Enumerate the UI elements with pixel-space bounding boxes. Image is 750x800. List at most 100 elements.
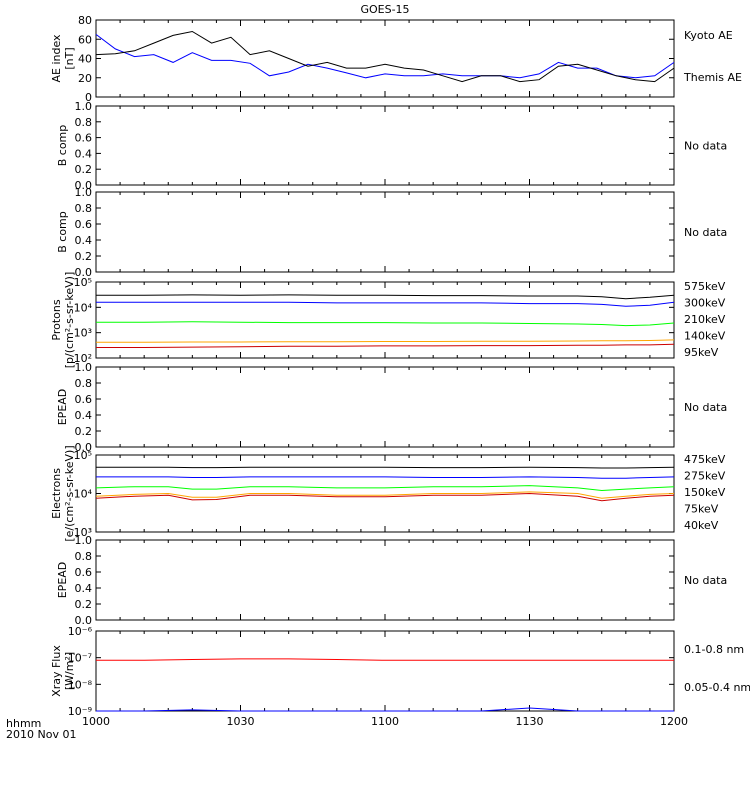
ytick-label: 0.2: [75, 163, 93, 176]
ytick-label: 10⁵: [74, 449, 92, 462]
ytick-label: 0.2: [75, 250, 93, 263]
legend-entry: 40keV: [684, 519, 719, 532]
series-line: [96, 707, 674, 712]
legend-entry: 150keV: [684, 486, 726, 499]
panel-4: 0.0 0.2 0.4 0.6 0.8 1.0 EPEAD No data: [56, 361, 727, 454]
legend-entry: Themis AE: [683, 71, 742, 84]
y-axis-label: EPEAD: [56, 389, 69, 426]
panel-frame: [95, 630, 675, 712]
ytick-label: 0: [85, 91, 92, 104]
ytick-label: 0.6: [75, 218, 93, 231]
legend-entry: 300keV: [684, 297, 726, 310]
ytick-label: 0.4: [75, 147, 93, 160]
no-data-note: No data: [684, 140, 727, 153]
y-axis-unit: [W/m²]: [63, 652, 76, 690]
xtick-label: 1030: [227, 715, 255, 728]
ytick-label: 0.8: [75, 202, 93, 215]
panel-3: 10² 10³ 10⁴ 10⁵ Protons [p/(cm²-s-sr-keV)] 575…: [50, 272, 726, 369]
y-axis-label: B comp: [56, 125, 69, 167]
ytick-label: 10⁻⁸: [68, 678, 93, 691]
ytick-label: 10²: [74, 352, 92, 365]
ytick-label: 0.0: [75, 179, 93, 192]
panel-2: 0.0 0.2 0.4 0.6 0.8 1.0 B comp No data: [56, 186, 727, 279]
panel-frame: [95, 454, 675, 533]
legend-entry: 475keV: [684, 453, 726, 466]
legend-entry: 140keV: [684, 330, 726, 343]
ytick-label: 0.0: [75, 441, 93, 454]
series-line: [96, 476, 675, 479]
series-line: [96, 339, 675, 343]
ytick-label: 10⁻⁷: [68, 652, 92, 665]
ytick-label: 0.8: [75, 550, 93, 563]
series-line: [96, 321, 675, 327]
series-line: [96, 294, 675, 300]
panel-6: 0.0 0.2 0.4 0.6 0.8 1.0 EPEAD No data: [56, 534, 727, 627]
xtick-label: 1000: [82, 715, 110, 728]
ytick-label: 0.0: [75, 266, 93, 279]
footer-hhmm: hhmm: [6, 717, 41, 730]
panel-frame: [95, 366, 675, 448]
ytick-label: 0.2: [75, 425, 93, 438]
no-data-note: No data: [684, 401, 727, 414]
ytick-label: 0.8: [75, 377, 93, 390]
panel-frame: [95, 539, 675, 621]
ytick-label: 1.0: [75, 361, 93, 374]
y-axis-unit: [e/(cm²-s-sr-keV)]: [63, 445, 76, 541]
y-axis-label: AE index: [50, 34, 63, 83]
ytick-label: 10³: [74, 526, 92, 539]
ytick-label: 0.6: [75, 566, 93, 579]
panel-frame: [95, 191, 675, 273]
xtick-label: 1130: [516, 715, 544, 728]
xtick-label: 1100: [371, 715, 399, 728]
legend-entry: 575keV: [684, 280, 726, 293]
ytick-label: 10⁵: [74, 276, 92, 289]
series-line: [95, 491, 675, 499]
panel-0: 0 20 40 60 80 AE index [nT] Kyoto AE Themis AE: [50, 14, 742, 104]
legend-entry: 95keV: [684, 346, 719, 359]
ytick-label: 0.0: [75, 614, 93, 627]
ytick-label: 10⁴: [74, 301, 93, 314]
y-axis-label: EPEAD: [56, 562, 69, 599]
y-axis-label: Xray Flux: [50, 645, 63, 697]
series-line: [95, 30, 675, 83]
y-axis-label: Protons: [50, 299, 63, 340]
legend-entry: 275keV: [684, 470, 726, 483]
legend-entry: 0.1-0.8 nm: [684, 643, 744, 656]
no-data-note: No data: [684, 574, 727, 587]
panel-frame: [95, 281, 675, 359]
ytick-label: 0.4: [75, 234, 93, 247]
series-line: [96, 343, 675, 348]
ytick-label: 1.0: [75, 100, 93, 113]
ytick-label: 80: [78, 14, 92, 27]
series-line: [96, 301, 675, 307]
legend-entry: 210keV: [684, 313, 726, 326]
y-axis-label: B comp: [56, 211, 69, 253]
y-axis-label: Electrons: [50, 468, 63, 519]
series-line: [95, 485, 675, 492]
panel-5: 10³ 10⁴ 10⁵ Electrons [e/(cm²-s-sr-keV)] 475k…: [50, 445, 726, 541]
legend-entry: 75keV: [684, 503, 719, 516]
ytick-label: 0.6: [75, 132, 93, 145]
panel-frame: [95, 19, 675, 98]
panels-group: 0 20 40 60 80 AE index [nT] Kyoto AE Themis AE 0.…: [50, 14, 750, 728]
ytick-label: 60: [78, 33, 92, 46]
series-line: [96, 658, 674, 661]
series-line: [95, 492, 675, 502]
ytick-label: 1.0: [75, 534, 93, 547]
ytick-label: 0.6: [75, 393, 93, 406]
ytick-label: 40: [78, 53, 92, 66]
ytick-label: 10⁻⁹: [68, 705, 92, 718]
ytick-label: 10⁴: [74, 488, 93, 501]
xtick-label: 1200: [660, 715, 688, 728]
y-axis-unit: [p/(cm²-s-sr-keV)]: [63, 272, 76, 369]
ytick-label: 1.0: [75, 186, 93, 199]
ytick-label: 0.4: [75, 582, 93, 595]
plot-title: GOES-15: [360, 3, 409, 16]
ytick-label: 0.4: [75, 409, 93, 422]
footer-date: 2010 Nov 01: [6, 728, 76, 741]
panel-7: 10⁻⁹ 10⁻⁸ 10⁻⁷ 10⁻⁶ Xray Flux [W/m²] 0.1-0.8 n…: [50, 625, 750, 718]
ytick-label: 20: [78, 72, 92, 85]
series-line: [96, 466, 675, 469]
panel-1: 0.0 0.2 0.4 0.6 0.8 1.0 B comp No data: [56, 100, 727, 192]
